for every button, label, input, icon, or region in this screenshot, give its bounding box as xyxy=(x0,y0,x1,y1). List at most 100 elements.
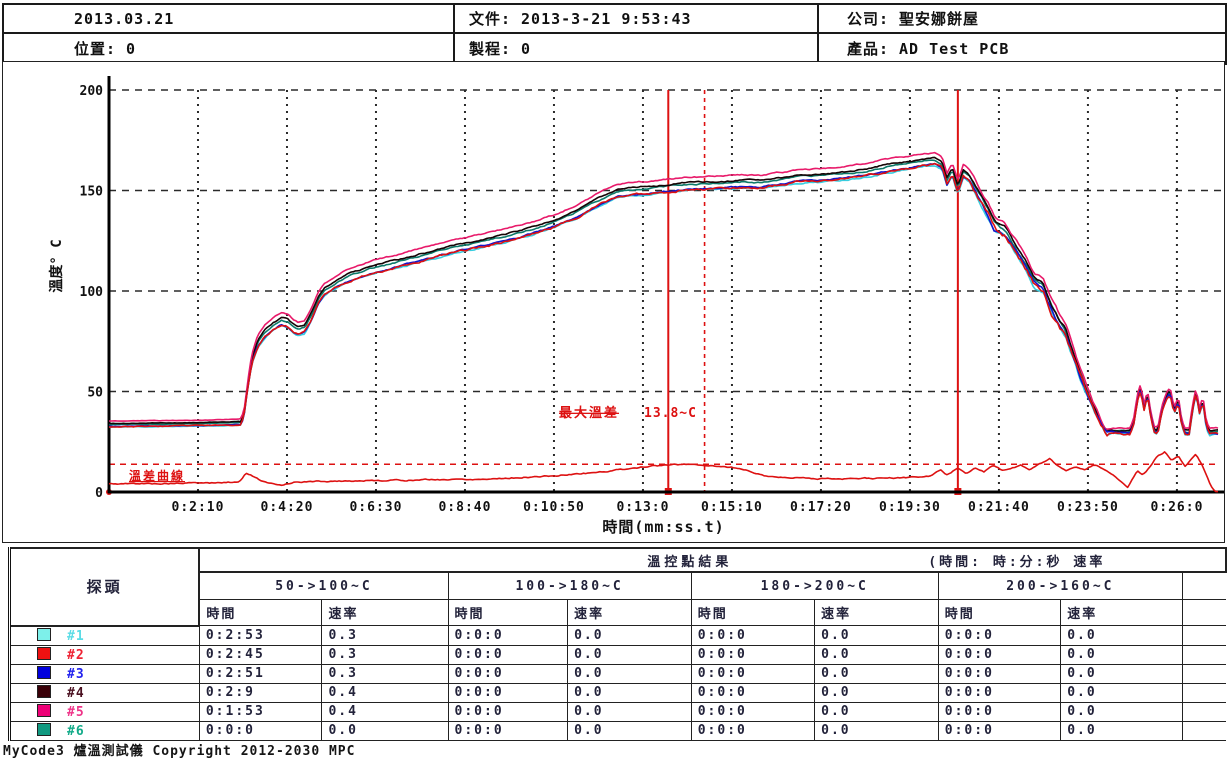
rate-value: 0.0 xyxy=(814,644,939,665)
rate-subheader: 速率 xyxy=(1060,599,1183,626)
time-value: 0:2:51 xyxy=(198,663,323,684)
clipped-column xyxy=(1181,625,1226,646)
probe-cell: #4 xyxy=(8,682,200,703)
time-value: 0:0:0 xyxy=(937,701,1062,722)
probe-label: #3 xyxy=(67,666,85,682)
y-tick-label: 0 xyxy=(95,486,103,501)
header-position: 位置: 0 xyxy=(4,34,455,63)
position-value: 0 xyxy=(126,39,137,58)
x-axis-title: 時間(mm:ss.t) xyxy=(602,518,724,536)
time-value: 0:0:0 xyxy=(447,701,569,722)
rate-value: 0.0 xyxy=(321,720,449,741)
clipped-column xyxy=(1181,571,1226,600)
time-value: 0:0:0 xyxy=(937,682,1062,703)
header-product: 產品: AD Test PCB xyxy=(819,34,1225,63)
product-value: AD Test PCB xyxy=(899,39,1010,58)
rate-value: 0.0 xyxy=(814,663,939,684)
rate-value: 0.0 xyxy=(814,625,939,646)
time-value: 0:0:0 xyxy=(447,644,569,665)
time-value: 0:0:0 xyxy=(937,625,1062,646)
rate-value: 0.0 xyxy=(567,701,692,722)
probe-row-3: #3 0:2:51 0.3 0:0:0 0.0 0:0:0 0.0 0:0:0 0.0 xyxy=(8,663,1226,684)
clipped-column xyxy=(1181,599,1226,626)
time-value: 0:0:0 xyxy=(690,720,816,741)
header-file: 文件: 2013-3-21 9:53:43 xyxy=(455,5,819,34)
rate-subheader: 速率 xyxy=(321,599,449,626)
rate-value: 0.0 xyxy=(1060,625,1183,646)
probe-cell: #6 xyxy=(8,720,200,741)
company-label: 公司: xyxy=(847,10,890,28)
probe-label: #5 xyxy=(67,704,85,720)
clipped-column xyxy=(1181,644,1226,665)
probe-color-swatch xyxy=(37,665,51,679)
x-tick-label: 0:23:50 xyxy=(1057,500,1119,515)
x-tick-label: 0:13:0 xyxy=(616,500,669,515)
date-value: 2013.03.21 xyxy=(74,9,175,28)
x-tick-label: 0:6:30 xyxy=(349,500,402,515)
time-subheader: 時間 xyxy=(198,599,323,626)
clipped-column xyxy=(1181,663,1226,684)
header-company: 公司: 聖安娜餅屋 xyxy=(819,5,1225,34)
probe-cell: #3 xyxy=(8,663,200,684)
profile-plot: 0 50 100 150 200 0:2:10 0:4:20 0:6:30 0:8:40 0:10… xyxy=(48,76,1224,536)
position-label: 位置: xyxy=(74,40,117,58)
time-value: 0:0:0 xyxy=(937,720,1062,741)
range-group-header-3: 200->160~C xyxy=(937,571,1183,600)
time-value: 0:0:0 xyxy=(447,625,569,646)
time-value: 0:0:0 xyxy=(198,720,323,741)
time-value: 0:1:53 xyxy=(198,701,323,722)
time-value: 0:0:0 xyxy=(447,720,569,741)
y-tick-label: 200 xyxy=(80,84,104,99)
time-value: 0:0:0 xyxy=(690,625,816,646)
max-diff-label: 最大溫差 xyxy=(559,405,619,421)
time-value: 0:2:53 xyxy=(198,625,323,646)
clipped-column xyxy=(1181,720,1226,741)
probe-row-5: #5 0:1:53 0.4 0:0:0 0.0 0:0:0 0.0 0:0:0 0.0 xyxy=(8,701,1226,722)
time-subheader: 時間 xyxy=(937,599,1062,626)
rate-value: 0.0 xyxy=(1060,720,1183,741)
rate-value: 0.0 xyxy=(814,682,939,703)
probe-cell: #5 xyxy=(8,701,200,722)
rate-value: 0.0 xyxy=(814,701,939,722)
rate-value: 0.3 xyxy=(321,663,449,684)
time-subheader: 時間 xyxy=(447,599,569,626)
report-header: 2013.03.21 文件: 2013-3-21 9:53:43 公司: 聖安娜… xyxy=(2,3,1227,65)
header-process: 製程: 0 xyxy=(455,34,819,63)
time-value: 0:0:0 xyxy=(937,644,1062,665)
probe-cell: #1 xyxy=(8,625,200,646)
app-copyright: MyCode3 爐溫測試儀 Copyright 2012-2030 MPC xyxy=(3,744,356,759)
process-label: 製程: xyxy=(469,40,512,58)
file-value: 2013-3-21 9:53:43 xyxy=(521,9,692,28)
time-value: 0:2:9 xyxy=(198,682,323,703)
x-tick-label: 0:26:0 xyxy=(1150,500,1203,515)
table-sub-header-row: 時間 速率 時間 速率 時間 速率 時間 速率 xyxy=(10,599,1226,626)
rate-subheader: 速率 xyxy=(814,599,939,626)
rate-value: 0.3 xyxy=(321,625,449,646)
probe-row-6: #6 0:0:0 0.0 0:0:0 0.0 0:0:0 0.0 0:0:0 0.0 xyxy=(8,720,1226,741)
range-group-header-2: 180->200~C xyxy=(690,571,939,600)
rate-value: 0.3 xyxy=(321,644,449,665)
rate-value: 0.0 xyxy=(567,663,692,684)
rate-value: 0.0 xyxy=(1060,701,1183,722)
y-tick-label: 100 xyxy=(80,285,104,300)
time-value: 0:0:0 xyxy=(447,682,569,703)
probe-label: #1 xyxy=(67,628,85,644)
time-value: 0:0:0 xyxy=(690,663,816,684)
results-title: 溫控點結果 xyxy=(647,555,733,570)
rate-value: 0.4 xyxy=(321,701,449,722)
time-value: 0:0:0 xyxy=(937,663,1062,684)
probe-color-swatch xyxy=(37,627,51,641)
probe-color-swatch xyxy=(37,722,51,736)
time-value: 0:0:0 xyxy=(690,701,816,722)
x-tick-label: 0:10:50 xyxy=(523,500,585,515)
probe-row-2: #2 0:2:45 0.3 0:0:0 0.0 0:0:0 0.0 0:0:0 0.0 xyxy=(8,644,1226,665)
probe-color-swatch xyxy=(37,703,51,717)
clipped-column xyxy=(1181,701,1226,722)
temperature-profile-chart: 0 50 100 150 200 0:2:10 0:4:20 0:6:30 0:8:40 0:10… xyxy=(2,61,1225,543)
rate-value: 0.0 xyxy=(814,720,939,741)
company-value: 聖安娜餅屋 xyxy=(899,10,980,28)
x-tick-label: 0:8:40 xyxy=(438,500,491,515)
probe-label: #6 xyxy=(67,723,85,739)
units-note: (時間: 時:分:秒 速率 xyxy=(928,555,1106,570)
